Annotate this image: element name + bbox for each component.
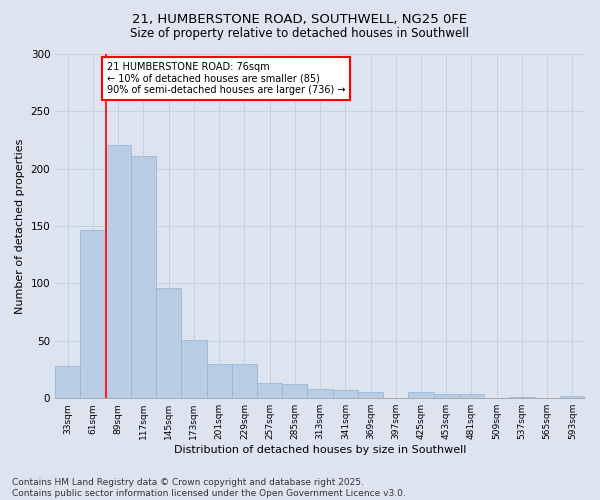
Bar	[80, 230, 106, 398]
Bar	[358, 392, 383, 398]
Bar	[181, 340, 206, 398]
Bar	[131, 156, 156, 398]
Bar	[409, 392, 434, 398]
Text: Size of property relative to detached houses in Southwell: Size of property relative to detached ho…	[131, 28, 470, 40]
Text: 21, HUMBERSTONE ROAD, SOUTHWELL, NG25 0FE: 21, HUMBERSTONE ROAD, SOUTHWELL, NG25 0F…	[133, 12, 467, 26]
Bar	[106, 144, 131, 398]
Bar	[206, 364, 232, 398]
Y-axis label: Number of detached properties: Number of detached properties	[15, 138, 25, 314]
Bar	[232, 364, 257, 398]
Text: 21 HUMBERSTONE ROAD: 76sqm
← 10% of detached houses are smaller (85)
90% of semi: 21 HUMBERSTONE ROAD: 76sqm ← 10% of deta…	[107, 62, 346, 95]
Bar	[55, 366, 80, 398]
Bar	[156, 288, 181, 398]
Bar	[332, 390, 358, 398]
Bar	[257, 384, 282, 398]
X-axis label: Distribution of detached houses by size in Southwell: Distribution of detached houses by size …	[174, 445, 466, 455]
Bar	[509, 397, 535, 398]
Bar	[307, 389, 332, 398]
Bar	[282, 384, 307, 398]
Bar	[459, 394, 484, 398]
Text: Contains HM Land Registry data © Crown copyright and database right 2025.
Contai: Contains HM Land Registry data © Crown c…	[12, 478, 406, 498]
Bar	[560, 396, 585, 398]
Bar	[434, 394, 459, 398]
